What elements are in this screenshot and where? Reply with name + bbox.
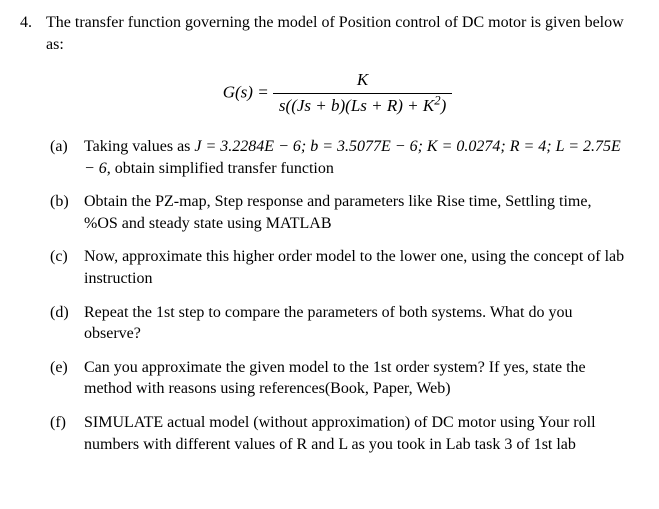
transfer-function-equation: G(s) = K s((Js + b)(Ls + R) + K2) (46, 69, 629, 118)
subpart-e-content: Can you approximate the given model to t… (84, 357, 629, 400)
equation-lhs: G(s) = (223, 83, 269, 102)
equation-numerator: K (273, 69, 452, 93)
problem-container: 4. The transfer function governing the m… (20, 12, 629, 467)
subparts-list: (a) Taking values as J = 3.2284E − 6; b … (46, 136, 629, 455)
subpart-a: (a) Taking values as J = 3.2284E − 6; b … (50, 136, 629, 179)
subpart-c-label: (c) (50, 246, 76, 289)
equation-denominator: s((Js + b)(Ls + R) + K2) (273, 93, 452, 118)
problem-number: 4. (20, 12, 40, 467)
subpart-d: (d) Repeat the 1st step to compare the p… (50, 302, 629, 345)
subpart-b: (b) Obtain the PZ-map, Step response and… (50, 191, 629, 234)
equation-fraction: K s((Js + b)(Ls + R) + K2) (273, 69, 452, 118)
subpart-b-label: (b) (50, 191, 76, 234)
subpart-e: (e) Can you approximate the given model … (50, 357, 629, 400)
subpart-d-label: (d) (50, 302, 76, 345)
subpart-a-content: Taking values as J = 3.2284E − 6; b = 3.… (84, 136, 629, 179)
subpart-f-label: (f) (50, 412, 76, 455)
subpart-c: (c) Now, approximate this higher order m… (50, 246, 629, 289)
subpart-e-label: (e) (50, 357, 76, 400)
subpart-f-content: SIMULATE actual model (without approxima… (84, 412, 629, 455)
subpart-b-content: Obtain the PZ-map, Step response and par… (84, 191, 629, 234)
problem-body: The transfer function governing the mode… (46, 12, 629, 467)
subpart-c-content: Now, approximate this higher order model… (84, 246, 629, 289)
subpart-a-label: (a) (50, 136, 76, 179)
problem-intro: The transfer function governing the mode… (46, 12, 629, 55)
subpart-f: (f) SIMULATE actual model (without appro… (50, 412, 629, 455)
subpart-d-content: Repeat the 1st step to compare the param… (84, 302, 629, 345)
